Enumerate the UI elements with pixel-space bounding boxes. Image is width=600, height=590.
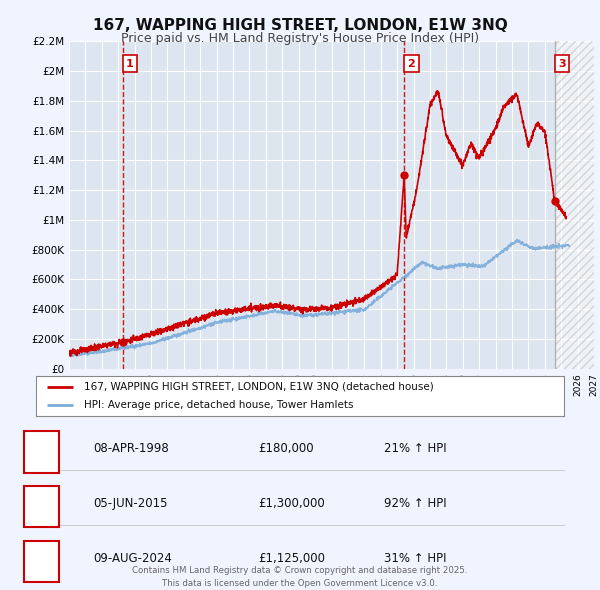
Text: 08-APR-1998: 08-APR-1998	[93, 442, 169, 455]
Text: 21% ↑ HPI: 21% ↑ HPI	[384, 442, 446, 455]
Bar	[555, 41, 594, 369]
Text: 92% ↑ HPI: 92% ↑ HPI	[384, 497, 446, 510]
Text: 09-AUG-2024: 09-AUG-2024	[93, 552, 172, 565]
Text: HPI: Average price, detached house, Tower Hamlets: HPI: Average price, detached house, Towe…	[83, 400, 353, 410]
Text: 1: 1	[37, 442, 46, 455]
Text: £1,125,000: £1,125,000	[258, 552, 325, 565]
Text: £1,300,000: £1,300,000	[258, 497, 325, 510]
Text: 31% ↑ HPI: 31% ↑ HPI	[384, 552, 446, 565]
Text: 167, WAPPING HIGH STREET, LONDON, E1W 3NQ (detached house): 167, WAPPING HIGH STREET, LONDON, E1W 3N…	[83, 382, 433, 392]
Text: 3: 3	[558, 58, 566, 68]
Text: 3: 3	[37, 552, 46, 565]
Text: 1: 1	[126, 58, 134, 68]
Text: 167, WAPPING HIGH STREET, LONDON, E1W 3NQ: 167, WAPPING HIGH STREET, LONDON, E1W 3N…	[92, 18, 508, 33]
Text: 2: 2	[37, 497, 46, 510]
Text: £180,000: £180,000	[258, 442, 314, 455]
Text: Contains HM Land Registry data © Crown copyright and database right 2025.
This d: Contains HM Land Registry data © Crown c…	[132, 566, 468, 588]
Text: Price paid vs. HM Land Registry's House Price Index (HPI): Price paid vs. HM Land Registry's House …	[121, 32, 479, 45]
Text: 05-JUN-2015: 05-JUN-2015	[93, 497, 167, 510]
Text: 2: 2	[407, 58, 415, 68]
